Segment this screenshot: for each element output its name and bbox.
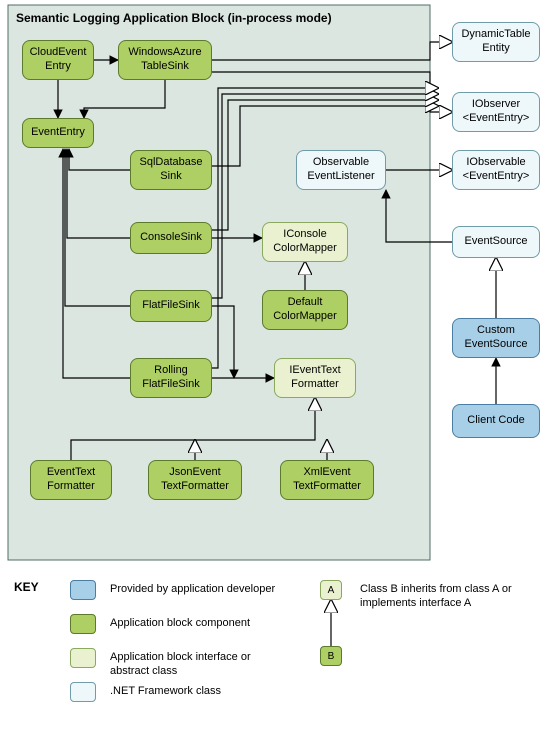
node-flatfilesink: FlatFileSink	[130, 290, 212, 322]
node-xmltext: XmlEvent TextFormatter	[280, 460, 374, 500]
node-dyntable: DynamicTable Entity	[452, 22, 540, 62]
key-swatch-framework	[70, 682, 96, 702]
node-consolesink: ConsoleSink	[130, 222, 212, 254]
node-rollingsink: Rolling FlatFileSink	[130, 358, 212, 398]
node-iobservable: IObservable <EventEntry>	[452, 150, 540, 190]
node-icolormap: IConsole ColorMapper	[262, 222, 348, 262]
node-evententry: EventEntry	[22, 118, 94, 148]
key-title: KEY	[14, 580, 39, 594]
key-label: .NET Framework class	[110, 684, 310, 698]
key-inherit-a: A	[320, 580, 342, 600]
key-swatch-interface	[70, 648, 96, 668]
key-label: Application block component	[110, 616, 310, 630]
key-label: Provided by application developer	[110, 582, 310, 596]
key-inherit-label: Class B inherits from class A or impleme…	[360, 582, 550, 611]
node-cloudevent: CloudEvent Entry	[22, 40, 94, 80]
node-iobserver: IObserver <EventEntry>	[452, 92, 540, 132]
node-azuretable: WindowsAzure TableSink	[118, 40, 212, 80]
node-jsontext: JsonEvent TextFormatter	[148, 460, 242, 500]
node-defcolormap: Default ColorMapper	[262, 290, 348, 330]
node-clientcode: Client Code	[452, 404, 540, 438]
container-title: Semantic Logging Application Block (in-p…	[16, 11, 332, 25]
key-inherit-b: B	[320, 646, 342, 666]
key-swatch-developer	[70, 580, 96, 600]
key-label: Application block interface or abstract …	[110, 650, 310, 679]
node-customsrc: Custom EventSource	[452, 318, 540, 358]
node-eventsource: EventSource	[452, 226, 540, 258]
node-ieventtext: IEventText Formatter	[274, 358, 356, 398]
key-swatch-component	[70, 614, 96, 634]
node-sqlsink: SqlDatabase Sink	[130, 150, 212, 190]
node-eventtext: EventText Formatter	[30, 460, 112, 500]
node-observable: Observable EventListener	[296, 150, 386, 190]
